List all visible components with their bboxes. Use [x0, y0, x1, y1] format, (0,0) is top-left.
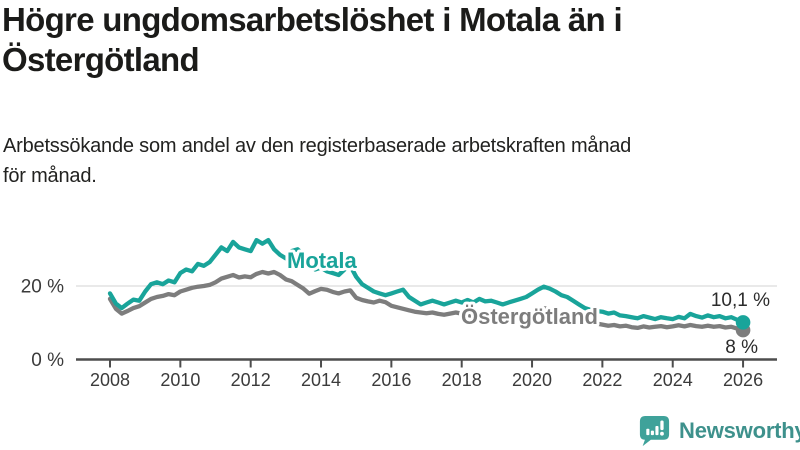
series-label-ostergotland: Östergötland: [461, 304, 598, 329]
x-tick-label-2014: 2014: [301, 370, 341, 390]
newsworthy-logo: Newsworthy: [639, 414, 800, 448]
x-axis-ticks: 2008 2010 2012 2014 2016 2018 2020 2022 2024 2026: [90, 359, 763, 390]
chart-subtitle: Arbetssökande som andel av den registerb…: [3, 135, 632, 187]
chart-title: Högre ungdomsarbetslöshet i Motala än i …: [2, 1, 623, 78]
end-value-ostergotland: 8 %: [725, 337, 758, 358]
series-end-dots: [735, 315, 751, 338]
brand-name: Newsworthy: [679, 418, 800, 443]
y-tick-label-20: 20 %: [21, 277, 64, 298]
y-axis-labels: 20 % 0 %: [21, 277, 64, 372]
x-tick-label-2024: 2024: [653, 370, 693, 390]
x-tick-label-2010: 2010: [160, 370, 200, 390]
x-tick-label-2020: 2020: [512, 370, 552, 390]
series-line-motala: [107, 237, 746, 325]
x-tick-label-2022: 2022: [582, 370, 622, 390]
x-tick-label-2008: 2008: [90, 370, 130, 390]
series-line-östergötland: [107, 269, 746, 333]
series-lines: [107, 237, 746, 333]
x-tick-label-2026: 2026: [723, 370, 763, 390]
x-tick-label-2016: 2016: [371, 370, 411, 390]
y-tick-label-0: 0 %: [31, 350, 64, 371]
x-tick-label-2012: 2012: [231, 370, 271, 390]
x-tick-label-2018: 2018: [442, 370, 482, 390]
bar-chart-speech-bubble-icon: [639, 415, 670, 446]
end-dot-motala: [735, 315, 751, 330]
series-label-motala: Motala: [287, 248, 357, 273]
end-value-motala: 10,1 %: [711, 290, 770, 311]
